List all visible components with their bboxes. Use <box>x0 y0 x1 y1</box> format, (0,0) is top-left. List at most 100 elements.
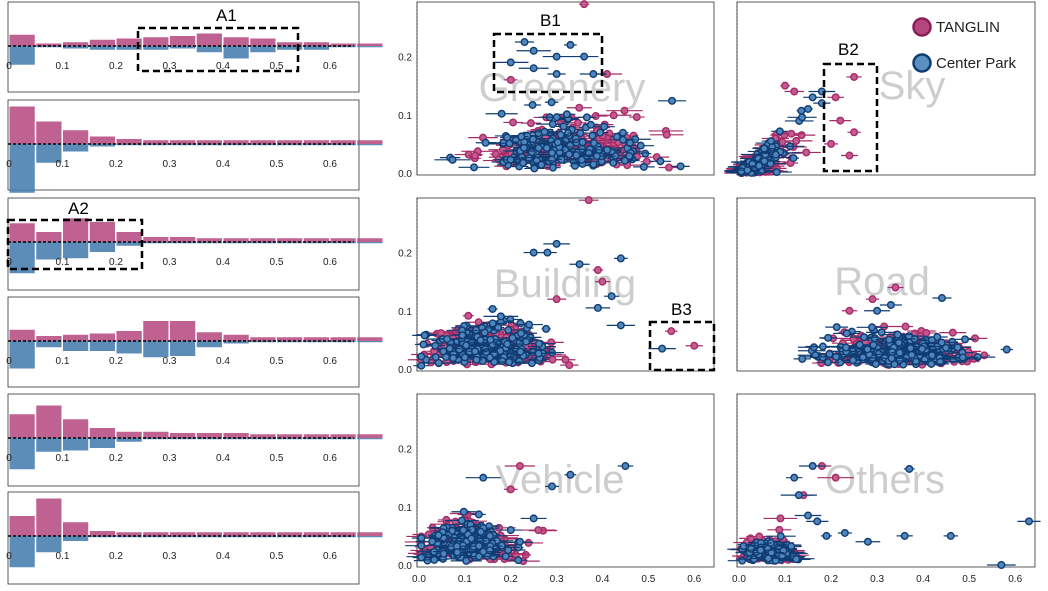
point-center-park <box>738 556 747 565</box>
point-tanglin <box>845 306 854 315</box>
point-center-park <box>813 517 822 526</box>
bar-tanglin <box>63 218 89 242</box>
bar-center-park <box>250 536 276 538</box>
bar-center-park <box>36 242 62 260</box>
histogram-6: 0 0.1 0.2 0.3 0.4 0.5 0.6 <box>6 498 383 568</box>
point-center-park <box>618 128 627 137</box>
bar-tanglin <box>170 237 196 242</box>
point-center-park <box>589 139 598 148</box>
point-center-park <box>517 132 526 141</box>
point-center-park <box>756 546 765 555</box>
bar-center-park <box>116 438 142 442</box>
point-center-park <box>768 143 777 152</box>
bar-tanglin <box>250 140 276 144</box>
bar-tanglin <box>116 331 142 341</box>
point-center-park <box>529 248 538 257</box>
point-tanglin <box>471 151 480 160</box>
point-center-park <box>474 541 483 550</box>
point-center-park <box>621 462 630 471</box>
tick-label: 0.6 <box>323 159 337 170</box>
bar-tanglin <box>357 434 383 438</box>
point-center-park <box>530 164 539 173</box>
point-tanglin <box>609 111 618 120</box>
bar-tanglin <box>357 238 383 242</box>
bar-tanglin <box>170 140 196 144</box>
bar-center-park <box>63 341 89 351</box>
bar-tanglin <box>143 140 169 144</box>
y-tick-label: 0.1 <box>398 111 412 122</box>
point-center-park <box>580 52 589 61</box>
bar-tanglin <box>63 130 89 144</box>
point-center-park <box>457 516 466 525</box>
point-tanglin <box>664 163 673 172</box>
point-center-park <box>656 157 665 166</box>
point-center-park <box>443 335 452 344</box>
y-tick-label: 0.1 <box>398 503 412 514</box>
bar-tanglin <box>196 332 222 341</box>
point-center-park <box>445 344 454 353</box>
bar-center-park <box>223 242 249 244</box>
tick-label: 0.3 <box>163 61 177 72</box>
bar-tanglin <box>277 140 303 144</box>
point-center-park <box>417 553 426 562</box>
point-center-park <box>505 358 514 367</box>
bar-center-park <box>250 341 276 343</box>
point-center-park <box>946 531 955 540</box>
tick-label: 0.6 <box>323 356 337 367</box>
point-center-park <box>636 141 645 150</box>
point-tanglin <box>948 328 957 337</box>
point-center-park <box>593 303 602 312</box>
point-center-park <box>618 135 627 144</box>
point-center-park <box>481 138 490 147</box>
point-tanglin <box>802 148 811 157</box>
point-center-park <box>859 333 868 342</box>
point-tanglin <box>901 322 910 331</box>
bar-center-park <box>357 438 383 440</box>
bar-tanglin <box>196 33 222 46</box>
tick-label: 0.2 <box>109 453 123 464</box>
series-center-park <box>724 87 836 177</box>
x-tick-label: 0.5 <box>641 574 655 585</box>
annotation-box-b3 <box>648 320 716 372</box>
legend-marker-tanglin <box>912 17 932 37</box>
tick-label: 0.6 <box>323 257 337 268</box>
point-tanglin <box>515 462 524 471</box>
point-center-park <box>775 127 784 136</box>
point-tanglin <box>849 334 858 343</box>
point-tanglin <box>506 75 515 84</box>
bar-center-park <box>36 438 62 452</box>
point-center-park <box>419 340 428 349</box>
point-center-park <box>485 531 494 540</box>
bar-tanglin <box>223 334 249 341</box>
point-center-park <box>434 531 443 540</box>
bar-center-park <box>36 341 62 348</box>
point-center-park <box>863 345 872 354</box>
point-tanglin <box>547 338 556 347</box>
bar-center-park <box>303 438 329 440</box>
bar-center-park <box>143 46 169 50</box>
bar-center-park <box>89 536 115 538</box>
tick-label: 0 <box>6 159 12 170</box>
point-center-park <box>808 462 817 471</box>
point-center-park <box>542 143 551 152</box>
point-center-park <box>911 357 920 366</box>
x-tick-label: 0.1 <box>458 574 472 585</box>
bar-tanglin <box>36 43 62 46</box>
bar-tanglin <box>250 532 276 536</box>
bar-tanglin <box>36 336 62 341</box>
point-center-park <box>749 555 758 564</box>
annotation-label-a1: A1 <box>216 6 237 25</box>
point-center-park <box>534 349 543 358</box>
tick-label: 0.2 <box>109 356 123 367</box>
point-center-park <box>497 109 506 118</box>
point-center-park <box>515 537 524 546</box>
point-center-park <box>417 541 426 550</box>
tick-label: 0.1 <box>56 356 70 367</box>
point-center-park <box>519 143 528 152</box>
point-center-park <box>832 352 841 361</box>
category-label: Others <box>825 458 945 502</box>
tick-label: 0.6 <box>323 551 337 562</box>
point-center-park <box>529 64 538 73</box>
bar-center-park <box>89 341 115 351</box>
point-center-park <box>787 542 796 551</box>
